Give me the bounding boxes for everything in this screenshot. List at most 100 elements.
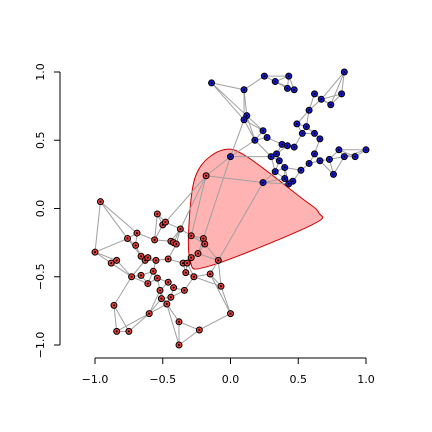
blue-node <box>311 90 319 98</box>
blue-node-center <box>283 177 286 180</box>
red-node <box>152 256 160 264</box>
red-node-center <box>165 303 168 306</box>
red-node-center <box>202 237 205 240</box>
blue-node-center <box>287 75 290 78</box>
red-node-center <box>164 221 167 224</box>
y-tick-label: 1.0 <box>34 63 47 81</box>
blue-node-center <box>365 148 367 151</box>
blue-node-center <box>286 87 289 90</box>
y-tick-label: 0.5 <box>34 132 47 150</box>
blue-node-center <box>308 162 311 165</box>
edge <box>113 305 118 332</box>
x-tick-label: 1.0 <box>357 373 375 386</box>
blue-node <box>362 146 370 154</box>
edge <box>209 273 231 314</box>
red-node-center <box>112 304 115 307</box>
red-node-center <box>152 270 155 273</box>
blue-node <box>297 166 305 174</box>
blue-node <box>271 78 279 86</box>
axes: −1.0 −0.5 0.0 0.5 1.0 −1.0 −0.5 0.0 0.5 1.0 <box>34 63 375 386</box>
red-node <box>190 273 198 281</box>
edge <box>166 303 180 346</box>
red-node-center <box>229 312 232 315</box>
blue-node <box>285 72 293 80</box>
red-node <box>201 240 209 248</box>
blue-node-center <box>329 103 332 106</box>
red-node-center <box>190 256 193 259</box>
blue-node <box>271 168 279 176</box>
edge <box>205 156 231 177</box>
red-node <box>175 341 183 349</box>
edge <box>243 119 256 141</box>
x-tick-label: 0.0 <box>222 373 240 386</box>
blue-node <box>281 174 289 182</box>
edge <box>211 82 245 91</box>
blue-node-center <box>308 109 311 112</box>
blue-node-center <box>313 152 316 155</box>
edge <box>131 260 146 278</box>
red-node <box>144 254 152 262</box>
edge <box>100 201 138 234</box>
red-node <box>195 326 203 334</box>
red-node <box>144 280 152 288</box>
blue-node <box>302 123 310 131</box>
edge <box>197 253 219 261</box>
blue-node <box>283 142 291 150</box>
edge <box>94 238 128 253</box>
red-node <box>107 259 115 267</box>
x-tick-label: −1.0 <box>82 373 109 386</box>
red-node <box>132 241 140 249</box>
blue-node <box>316 135 324 143</box>
red-node-center <box>148 312 151 315</box>
red-node <box>214 256 222 264</box>
blue-node-center <box>286 144 289 147</box>
edge <box>94 201 101 253</box>
red-node <box>161 218 169 226</box>
red-node-center <box>183 289 186 292</box>
blue-node-center <box>253 139 256 142</box>
red-node <box>133 229 141 237</box>
edge <box>211 82 245 121</box>
blue-node-center <box>262 129 265 132</box>
edge <box>166 303 180 323</box>
cluster-hull-layer <box>187 148 324 270</box>
blue-node <box>240 86 248 94</box>
red-node-center <box>126 237 129 240</box>
y-tick-label: −0.5 <box>34 263 47 290</box>
edge <box>193 276 222 287</box>
red-node-center <box>140 274 143 277</box>
red-node <box>164 278 172 286</box>
blue-node <box>290 143 298 151</box>
blue-node <box>259 179 267 187</box>
red-node-center <box>156 212 159 215</box>
blue-node <box>311 150 319 158</box>
red-node-center <box>203 242 206 245</box>
blue-node-center <box>293 88 296 91</box>
blue-node <box>351 153 359 161</box>
edge <box>116 313 150 332</box>
blue-node-center <box>354 155 357 158</box>
edge <box>217 182 264 261</box>
blue-node-center <box>295 122 298 125</box>
red-node-center <box>136 232 139 235</box>
red-node <box>137 252 145 260</box>
red-node-center <box>205 174 208 177</box>
blue-node-center <box>337 148 340 151</box>
red-node <box>156 286 164 294</box>
blue-node <box>329 170 337 178</box>
red-node <box>187 254 195 262</box>
edge <box>110 262 132 278</box>
blue-node-center <box>274 170 277 173</box>
red-node <box>96 198 104 206</box>
blue-node <box>275 157 283 165</box>
red-node-center <box>115 330 118 333</box>
red-node-center <box>220 285 223 288</box>
red-node <box>149 267 157 275</box>
edge <box>211 82 248 117</box>
blue-node-center <box>280 143 283 146</box>
blue-node <box>273 150 281 158</box>
blue-node-center <box>301 132 304 135</box>
blue-node-center <box>299 169 302 172</box>
red-node-center <box>167 258 170 261</box>
